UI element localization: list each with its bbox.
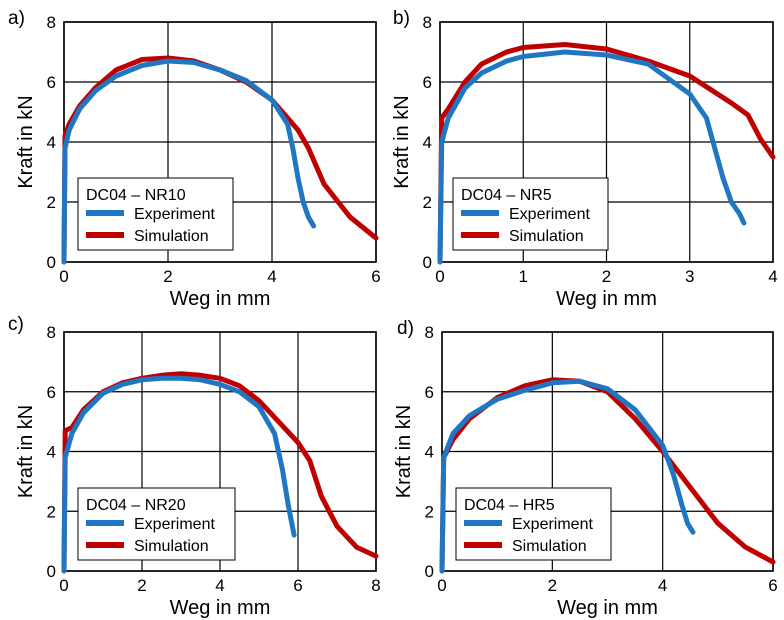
y-tick-label: 4	[423, 133, 432, 152]
x-tick-label: 0	[59, 267, 68, 286]
y-tick-label: 6	[47, 383, 56, 402]
panel-d: d) 0 2 4 6 0 2 4 6 8 Weg in mm Kraft in kN DC04 – H…	[393, 318, 778, 619]
plot-area: 0 2 4 6 0 2 4 6 8 Weg in mm Kraft in kN DC04 – NR10…	[15, 13, 381, 310]
x-tick-label: 4	[658, 576, 667, 595]
x-tick-label: 4	[267, 267, 276, 286]
legend-label-experiment: Experiment	[509, 206, 590, 223]
y-tick-label: 8	[425, 323, 434, 342]
x-tick-label: 2	[548, 576, 557, 595]
legend-title: DC04 – NR10	[86, 187, 186, 204]
legend-label-simulation: Simulation	[509, 228, 584, 245]
x-tick-label: 6	[768, 576, 777, 595]
y-axis-label: Kraft in kN	[393, 405, 415, 498]
x-tick-label: 2	[163, 267, 172, 286]
plot-frame	[441, 331, 774, 572]
panel-label: b)	[393, 8, 410, 29]
y-axis-label: Kraft in kN	[391, 95, 413, 188]
legend-label-experiment: Experiment	[512, 516, 593, 533]
y-tick-label: 4	[47, 133, 56, 152]
legend-label-simulation: Simulation	[512, 538, 587, 555]
legend-label-experiment: Experiment	[134, 206, 215, 223]
panel-label: d)	[397, 318, 414, 339]
y-tick-label: 2	[423, 193, 432, 212]
panel-label: c)	[8, 314, 24, 335]
y-tick-label: 6	[423, 73, 432, 92]
plot-area: 0 1 2 3 4 0 2 4 6 8 Weg in mm Kraft in kN DC04 – NR5…	[391, 13, 778, 310]
legend-title: DC04 – HR5	[464, 497, 555, 514]
plot-area: 0 2 4 6 0 2 4 6 8 Weg in mm Kraft in kN DC04 – HR5 E…	[393, 323, 778, 619]
x-tick-label: 0	[59, 576, 68, 595]
y-tick-label: 8	[47, 13, 56, 32]
x-axis-label: Weg in mm	[556, 288, 657, 310]
x-tick-label: 8	[371, 576, 380, 595]
panel-label: a)	[8, 8, 25, 29]
x-tick-label: 6	[293, 576, 302, 595]
x-tick-label: 3	[685, 267, 694, 286]
x-tick-label: 2	[137, 576, 146, 595]
y-tick-label: 2	[47, 502, 56, 521]
panel-a: a) 0 2 4 6 0 2 4 6 8 Weg in mm Kraft in kN DC04 – N…	[8, 8, 381, 310]
y-tick-label: 8	[47, 323, 56, 342]
x-axis-label: Weg in mm	[557, 597, 658, 619]
y-tick-label: 0	[47, 562, 56, 581]
x-tick-label: 1	[519, 267, 528, 286]
y-tick-label: 4	[47, 443, 56, 462]
legend-title: DC04 – NR5	[461, 187, 552, 204]
y-tick-label: 0	[425, 562, 434, 581]
series-line-experiment	[439, 378, 696, 574]
legend-title: DC04 – NR20	[86, 497, 186, 514]
legend-label-simulation: Simulation	[134, 538, 209, 555]
y-tick-label: 2	[425, 502, 434, 521]
y-axis-label: Kraft in kN	[15, 95, 37, 188]
panel-b: b) 0 1 2 3 4 0 2 4 6 8 Weg in mm Kraft in kN DC04 – …	[391, 8, 778, 310]
y-axis-label: Kraft in kN	[15, 405, 37, 498]
y-tick-label: 0	[423, 253, 432, 272]
y-tick-label: 2	[47, 193, 56, 212]
series-line-experiment	[61, 58, 317, 265]
y-tick-label: 0	[47, 253, 56, 272]
x-tick-label: 6	[371, 267, 380, 286]
x-axis-label: Weg in mm	[170, 288, 271, 310]
series-line-experiment	[61, 375, 297, 574]
x-tick-label: 4	[215, 576, 224, 595]
x-tick-label: 0	[435, 267, 444, 286]
x-tick-label: 0	[437, 576, 446, 595]
x-axis-label: Weg in mm	[170, 597, 271, 619]
series-line-simulation	[437, 42, 776, 265]
y-tick-label: 8	[423, 13, 432, 32]
legend-label-experiment: Experiment	[134, 516, 215, 533]
panel-c: c) 0 2 4 6 8 0 2 4 6 8 Weg in mm Kraft in kN DC04 – …	[8, 314, 381, 619]
series-line-experiment	[437, 49, 747, 265]
y-tick-label: 6	[425, 383, 434, 402]
legend-label-simulation: Simulation	[134, 228, 209, 245]
x-tick-label: 2	[602, 267, 611, 286]
x-tick-label: 4	[768, 267, 777, 286]
y-tick-label: 4	[425, 443, 434, 462]
y-tick-label: 6	[47, 73, 56, 92]
plot-area: 0 2 4 6 8 0 2 4 6 8 Weg in mm Kraft in kN DC04 – NR2…	[15, 323, 381, 619]
